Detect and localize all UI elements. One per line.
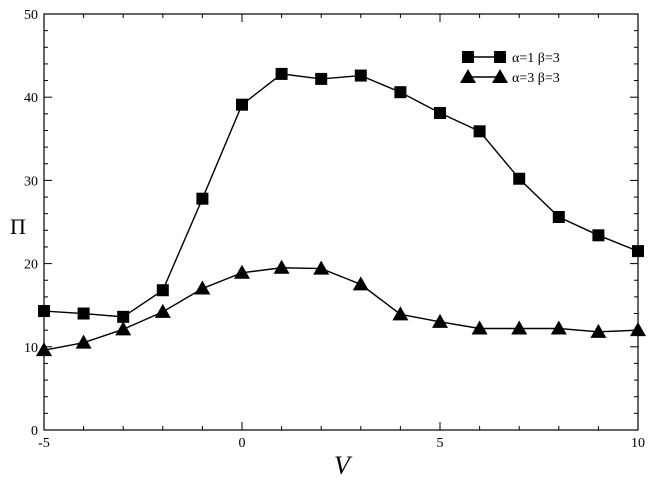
triangle-marker [511, 320, 528, 335]
legend-marker [492, 69, 508, 83]
square-marker [38, 305, 50, 318]
legend-label: α=3 β=3 [512, 71, 560, 86]
triangle-marker [590, 323, 607, 338]
square-marker [117, 310, 130, 323]
legend-entry: α=3 β=3 [460, 69, 560, 86]
y-tick-label: 0 [31, 424, 38, 439]
triangle-marker [550, 320, 567, 335]
y-tick-label: 30 [24, 174, 38, 189]
square-marker [552, 211, 565, 224]
triangle-marker [313, 260, 330, 275]
y-tick-label: 40 [24, 91, 38, 106]
y-axis-title: Π [10, 214, 26, 239]
triangle-marker [154, 303, 171, 318]
y-tick-label: 10 [24, 341, 38, 356]
triangle-marker [432, 313, 448, 328]
square-marker [632, 245, 644, 258]
square-marker [434, 107, 446, 120]
series-line [43, 267, 639, 351]
square-marker [196, 192, 209, 205]
x-axis-title: V [334, 451, 353, 480]
legend-marker [462, 51, 474, 63]
triangle-marker [115, 321, 132, 336]
y-tick-label: 20 [24, 258, 38, 273]
triangle-marker [194, 280, 211, 295]
legend-entry: α=1 β=3 [462, 51, 560, 66]
triangle-marker [471, 320, 488, 335]
plot-frame [43, 13, 639, 431]
triangle-marker [75, 334, 92, 349]
x-tick-label: -5 [38, 436, 50, 451]
x-tick-label: 10 [631, 436, 645, 451]
series-line [43, 73, 639, 318]
triangle-marker [36, 342, 52, 357]
square-marker [473, 125, 486, 138]
legend-label: α=1 β=3 [512, 51, 560, 66]
square-marker [315, 72, 328, 85]
triangle-marker [392, 306, 409, 321]
square-marker [394, 86, 407, 99]
square-marker [513, 172, 526, 185]
square-marker [275, 67, 288, 80]
series-2 [36, 259, 646, 357]
legend-marker [460, 69, 476, 83]
series-1 [38, 67, 644, 323]
x-tick-label: 5 [437, 436, 444, 451]
y-tick-label: 50 [24, 8, 38, 23]
square-marker [77, 307, 90, 320]
triangle-marker [352, 276, 369, 291]
square-marker [354, 69, 367, 82]
square-marker [592, 229, 605, 242]
triangle-marker [630, 322, 646, 337]
triangle-marker [234, 264, 250, 279]
legend: α=1 β=3 α=3 β=3 [460, 51, 560, 86]
square-marker [156, 284, 169, 297]
square-marker [236, 98, 248, 111]
x-tick-label: 0 [239, 436, 246, 451]
legend-marker [494, 51, 506, 63]
triangle-marker [273, 259, 290, 274]
series-layer [36, 67, 646, 357]
plot-border [43, 13, 639, 431]
axis-ticks [43, 13, 639, 431]
